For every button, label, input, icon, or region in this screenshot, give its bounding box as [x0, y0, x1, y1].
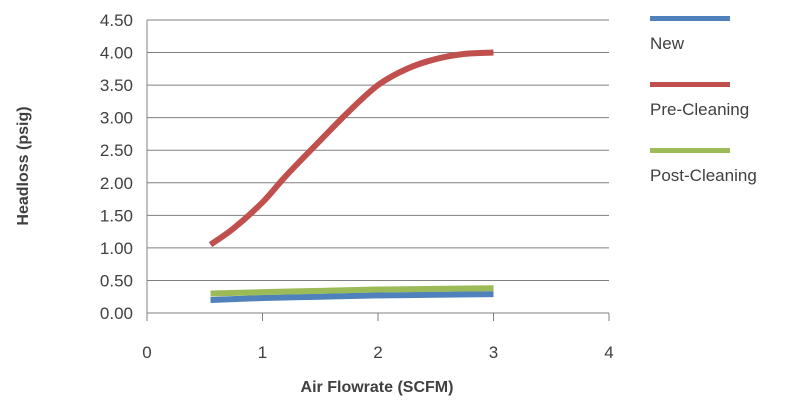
y-tick-label: 3.50 — [100, 76, 133, 95]
legend-label: Pre-Cleaning — [650, 100, 750, 119]
series-line-pre-cleaning — [208, 49, 494, 248]
y-tick-label: 3.00 — [100, 109, 133, 128]
x-tick-label: 0 — [142, 343, 151, 362]
x-tick-label: 3 — [489, 343, 498, 362]
legend-item: Post-Cleaning — [650, 146, 790, 212]
legend-item: Pre-Cleaning — [650, 80, 790, 146]
gridlines — [147, 19, 609, 314]
series-lines — [208, 49, 494, 303]
y-tick-label: 0.00 — [100, 304, 133, 323]
y-tick-label: 1.50 — [100, 206, 133, 225]
series-line-new — [210, 291, 494, 303]
y-tick-label: 4.50 — [100, 11, 133, 30]
x-tick-label: 4 — [604, 343, 613, 362]
y-tick-label: 1.00 — [100, 239, 133, 258]
x-tick-labels: 0 1 2 3 4 — [142, 343, 613, 362]
legend-label: New — [650, 34, 685, 53]
series-line-post-cleaning — [210, 285, 494, 297]
legend-item: New — [650, 14, 790, 80]
x-tick-label: 1 — [258, 343, 267, 362]
legend-swatch — [650, 82, 730, 87]
x-tick-label: 2 — [373, 343, 382, 362]
y-axis-title: Headloss (psig) — [15, 106, 32, 225]
y-tick-label: 4.00 — [100, 44, 133, 63]
axes — [146, 20, 610, 321]
y-tick-label: 0.50 — [100, 271, 133, 290]
y-tick-label: 2.00 — [100, 174, 133, 193]
x-axis-title: Air Flowrate (SCFM) — [301, 379, 454, 396]
y-tick-label: 2.50 — [100, 141, 133, 160]
legend: New Pre-Cleaning Post-Cleaning — [650, 14, 790, 212]
legend-swatch — [650, 16, 730, 21]
legend-swatch — [650, 148, 730, 153]
legend-label: Post-Cleaning — [650, 166, 757, 185]
y-tick-labels: 0.00 0.50 1.00 1.50 2.00 2.50 3.00 3.50 4.00 4.50 — [100, 11, 133, 323]
